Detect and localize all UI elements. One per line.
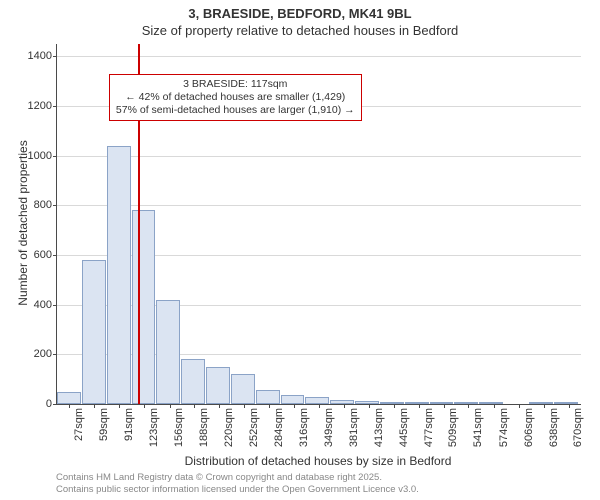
x-tick-label: 188sqm (198, 408, 210, 447)
annotation-line1: 3 BRAESIDE: 117sqm (116, 78, 355, 91)
x-tick-label: 156sqm (174, 408, 186, 447)
x-tick-label: 638sqm (548, 408, 560, 447)
x-tick-label: 91sqm (123, 408, 135, 441)
y-axis-label: Number of detached properties (16, 123, 30, 323)
histogram-bar (82, 260, 106, 404)
histogram-bar (132, 210, 156, 404)
annotation-line3: 57% of semi-detached houses are larger (… (116, 104, 355, 117)
x-tick-label: 445sqm (398, 408, 410, 447)
y-tick-label: 0 (0, 398, 52, 410)
y-tick-label: 200 (0, 348, 52, 360)
x-tick-label: 477sqm (423, 408, 435, 447)
histogram-bar (479, 402, 503, 404)
y-tick-mark (53, 305, 57, 306)
histogram-bar (281, 395, 305, 404)
histogram-bar (231, 374, 255, 404)
histogram-bar (305, 397, 329, 404)
x-tick-label: 59sqm (98, 408, 110, 441)
histogram-bar (107, 146, 131, 404)
histogram-bar (355, 401, 379, 404)
x-tick-label: 670sqm (573, 408, 585, 447)
histogram-bar (405, 402, 429, 404)
plot-area: 3 BRAESIDE: 117sqm← 42% of detached hous… (56, 44, 581, 405)
histogram-bar (554, 402, 578, 404)
x-tick-label: 349sqm (323, 408, 335, 447)
y-tick-mark (53, 205, 57, 206)
histogram-bar (454, 402, 478, 404)
histogram-bar (156, 300, 180, 404)
histogram-bar (430, 402, 454, 404)
x-tick-label: 316sqm (298, 408, 310, 447)
histogram-bar (330, 400, 354, 404)
histogram-bar (57, 392, 81, 404)
x-tick-label: 220sqm (223, 408, 235, 447)
chart-title: 3, BRAESIDE, BEDFORD, MK41 9BL Size of p… (0, 0, 600, 38)
x-tick-label: 284sqm (273, 408, 285, 447)
x-tick-label: 252sqm (248, 408, 260, 447)
histogram-bar (181, 359, 205, 404)
y-tick-mark (53, 354, 57, 355)
x-axis-label: Distribution of detached houses by size … (56, 454, 580, 468)
footer-line1: Contains HM Land Registry data © Crown c… (56, 472, 419, 484)
y-tick-label: 1400 (0, 50, 52, 62)
y-tick-label: 1200 (0, 100, 52, 112)
title-line2: Size of property relative to detached ho… (0, 23, 600, 38)
footer-attribution: Contains HM Land Registry data © Crown c… (56, 472, 419, 496)
gridline (57, 56, 581, 57)
x-tick-label: 541sqm (472, 408, 484, 447)
x-tick-label: 381sqm (348, 408, 360, 447)
y-tick-mark (53, 156, 57, 157)
y-tick-mark (53, 255, 57, 256)
histogram-bar (380, 402, 404, 404)
x-tick-label: 509sqm (448, 408, 460, 447)
histogram-bar (529, 402, 553, 404)
x-tick-label: 27sqm (73, 408, 85, 441)
annotation-line2: ← 42% of detached houses are smaller (1,… (116, 91, 355, 104)
x-tick-label: 413sqm (373, 408, 385, 447)
annotation-box: 3 BRAESIDE: 117sqm← 42% of detached hous… (109, 74, 362, 121)
gridline (57, 156, 581, 157)
footer-line2: Contains public sector information licen… (56, 484, 419, 496)
x-tick-label: 606sqm (523, 408, 535, 447)
y-tick-mark (53, 404, 57, 405)
x-tick-label: 123sqm (148, 408, 160, 447)
y-tick-mark (53, 56, 57, 57)
y-tick-mark (53, 106, 57, 107)
histogram-bar (206, 367, 230, 404)
x-tick-label: 574sqm (498, 408, 510, 447)
title-line1: 3, BRAESIDE, BEDFORD, MK41 9BL (0, 6, 600, 21)
gridline (57, 205, 581, 206)
histogram-bar (256, 390, 280, 404)
x-tick-labels: 27sqm 59sqm 91sqm 123sqm 156sqm 188sqm 220sqm 2… (56, 408, 580, 458)
